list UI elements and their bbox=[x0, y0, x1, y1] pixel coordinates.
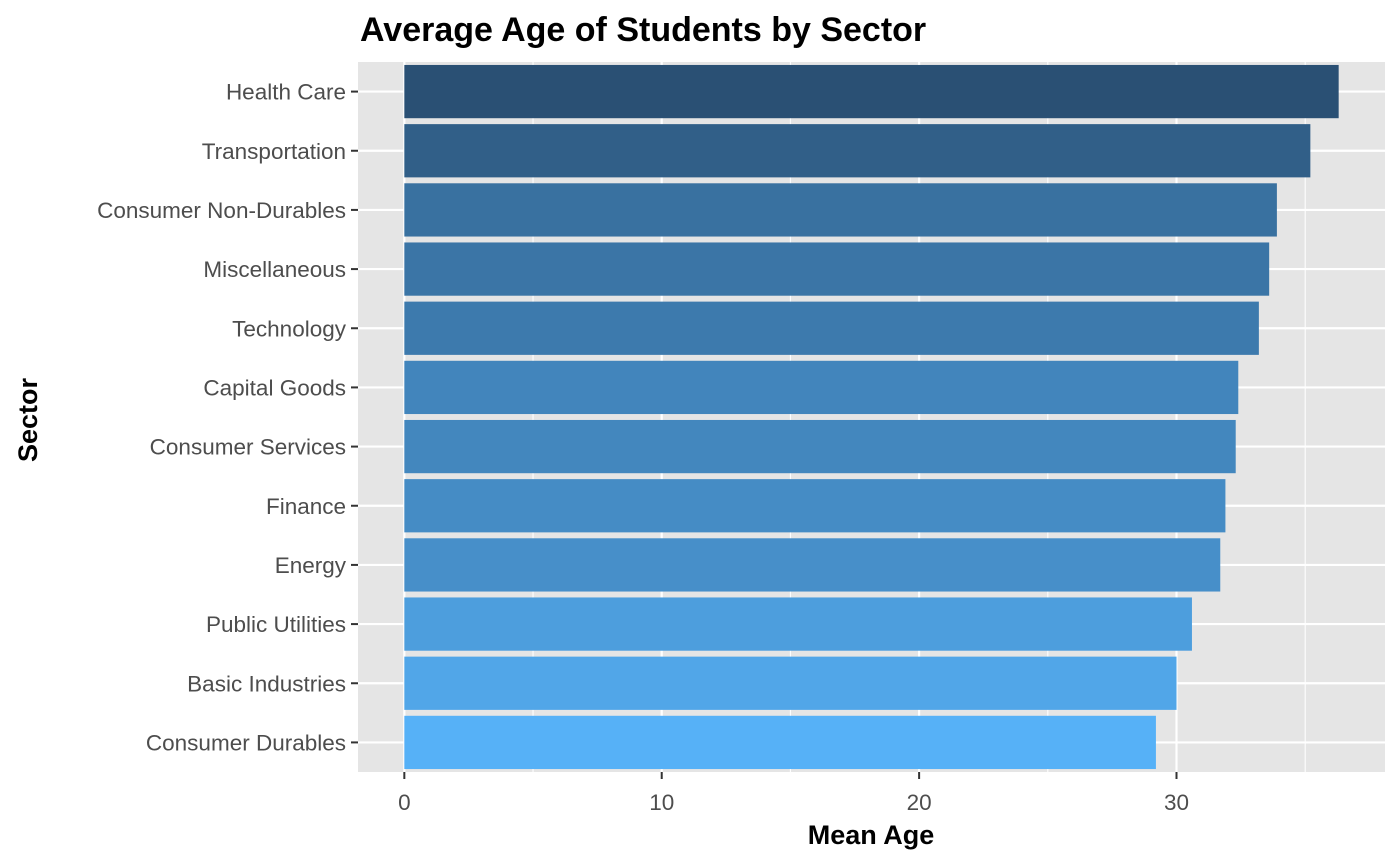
y-tick-label: Consumer Services bbox=[150, 435, 346, 460]
bar bbox=[404, 301, 1259, 355]
y-tick-label: Basic Industries bbox=[187, 671, 346, 696]
y-tick-label: Health Care bbox=[226, 80, 346, 105]
bar bbox=[404, 419, 1236, 474]
bars bbox=[404, 64, 1339, 770]
bar bbox=[404, 597, 1192, 651]
y-tick-label: Technology bbox=[232, 316, 347, 341]
bar bbox=[404, 656, 1177, 710]
y-tick-label: Public Utilities bbox=[206, 612, 346, 637]
plot-panel bbox=[358, 62, 1385, 772]
bar bbox=[404, 124, 1311, 178]
x-axis-title: Mean Age bbox=[808, 820, 935, 850]
y-tick-label: Energy bbox=[275, 553, 347, 578]
x-tick-label: 20 bbox=[907, 790, 932, 815]
y-tick-label: Finance bbox=[266, 494, 346, 519]
chart-title: Average Age of Students by Sector bbox=[360, 11, 926, 49]
bar bbox=[404, 479, 1226, 533]
y-tick-label: Consumer Non-Durables bbox=[97, 198, 346, 223]
y-tick-label: Capital Goods bbox=[203, 375, 346, 400]
bar bbox=[404, 360, 1239, 415]
y-tick-label: Miscellaneous bbox=[203, 257, 346, 282]
bar bbox=[404, 183, 1277, 237]
bar bbox=[404, 242, 1270, 296]
y-tick-label: Consumer Durables bbox=[146, 730, 346, 755]
x-tick-label: 10 bbox=[649, 790, 674, 815]
x-tick-label: 0 bbox=[398, 790, 411, 815]
bar bbox=[404, 64, 1339, 119]
bar bbox=[404, 715, 1156, 770]
bar bbox=[404, 538, 1221, 592]
y-axis: Health Care Transportation Consumer Non-Du… bbox=[97, 80, 358, 755]
y-tick-label: Transportation bbox=[202, 139, 346, 164]
x-tick-label: 30 bbox=[1164, 790, 1189, 815]
y-axis-title: Sector bbox=[13, 377, 43, 462]
x-axis: 0 10 20 30 bbox=[398, 772, 1189, 815]
